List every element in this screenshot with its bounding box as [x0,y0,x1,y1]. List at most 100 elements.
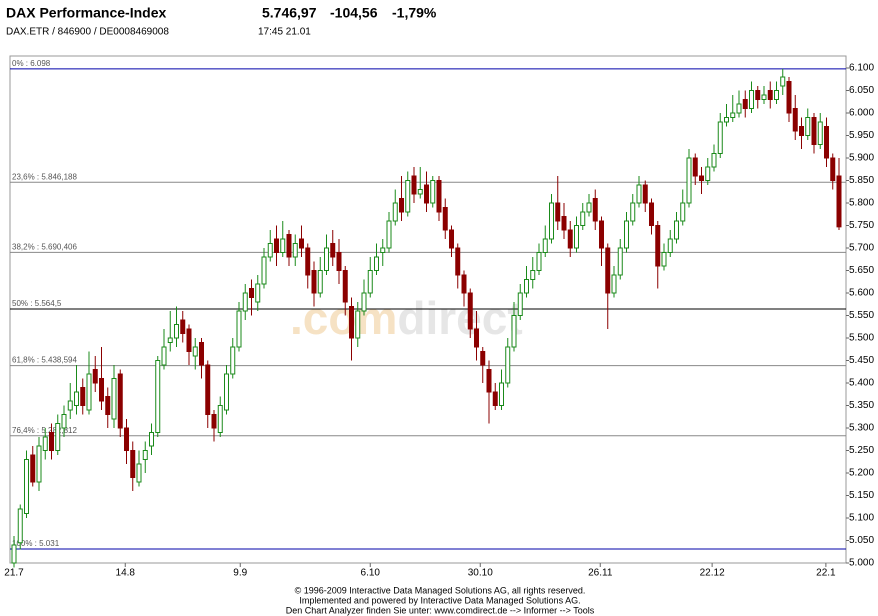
candle-body [742,99,748,109]
candle-body [161,346,167,366]
candle-body [55,423,61,451]
candle-body [611,274,617,294]
x-tick-label: 22.12 [700,568,725,579]
y-tick-label: 5.450 [849,355,874,366]
candle-body [142,450,148,460]
candle-body [736,103,742,114]
candle-body [705,166,711,181]
candle-body [492,391,498,406]
change-percent: -1,79% [392,5,437,21]
candle-body [711,153,717,168]
y-tick-label: 5.000 [849,558,874,569]
candle-body [417,189,423,195]
candle-body [811,117,817,145]
fib-level-label: 23,6% : 5.846,188 [12,172,77,181]
candle-body [74,391,79,406]
subtitle: DAX.ETR / 846900 / DE0008469008 [6,27,169,38]
candle-body [780,76,786,87]
candle-body [511,315,517,348]
candle-body [374,256,379,271]
footer-line: Den Chart Analyzer finden Sie unter: www… [286,605,595,615]
y-tick-label: 5.600 [849,288,874,299]
candle-body [542,238,548,253]
y-tick-label: 5.900 [849,153,874,164]
y-tick-label: 5.500 [849,333,874,344]
candle-body [686,157,692,204]
price: 5.746,97 [262,5,317,21]
candle-body [217,405,223,433]
footer-line: Implemented and powered by Interactive D… [299,595,580,605]
y-tick-label: 5.400 [849,378,874,389]
candle-body [474,328,479,348]
y-tick-label: 5.850 [849,175,874,186]
candle-body [367,270,373,294]
x-tick-label: 9.9 [233,568,247,579]
candle-body [274,238,279,253]
candle-body [86,373,92,411]
candle-body [767,90,773,100]
y-tick-label: 5.550 [849,310,874,321]
candle-body [11,544,17,564]
candle-body [574,225,579,249]
candle-body [730,112,736,118]
candle-body [692,157,698,177]
y-tick-label: 5.950 [849,130,874,141]
candle-body [24,459,29,514]
candle-body [399,198,404,213]
plot-frame [9,55,847,564]
candle-body [149,432,154,447]
candle-body [755,90,761,100]
x-tick-label: 30.10 [468,568,493,579]
candle-body [499,382,504,406]
x-tick-label: 14.8 [116,568,136,579]
candle-body [61,414,67,429]
candle-body [255,283,261,303]
candle-body [817,121,823,145]
candle-body [136,463,142,483]
candle-body [30,454,36,483]
candle-body [380,247,386,253]
x-tick-label: 26.11 [588,568,613,579]
y-tick-label: 5.650 [849,265,874,276]
candle-body [824,126,829,159]
candle-body [330,243,336,258]
candle-body [455,247,461,276]
candle-body [786,81,792,114]
candle-body [561,216,567,231]
candle-body [17,508,23,544]
candle-body [92,369,98,384]
candle-body [761,94,767,100]
candle-body [642,184,648,204]
candle-body [467,292,473,330]
candle-body [449,229,454,249]
candle-body [717,121,723,154]
watermark-part: direct [397,292,522,344]
candle-body [49,432,54,451]
candle-body [649,202,654,226]
candle-body [199,342,204,366]
candle-body [386,220,392,249]
candle-body [749,90,754,109]
change: -104,56 [330,5,378,21]
x-tick-label: 22.1 [816,568,836,579]
candle-body [392,202,398,222]
fib-level-label: 50% : 5.564,5 [12,299,62,308]
candle-body [792,108,798,132]
candle-body [42,436,48,451]
fib-level-label: 0% : 6.098 [12,59,51,68]
candle-body [586,202,592,213]
candle-body [324,247,329,271]
fib-level-label: 100% : 5.031 [12,539,60,548]
candle-body [661,252,667,267]
candle-body [436,180,442,213]
candle-body [211,414,217,429]
candle-body [111,378,117,420]
watermark: .comdirect [290,292,523,344]
candle-body [680,202,686,222]
y-tick-label: 5.350 [849,400,874,411]
y-tick-label: 5.150 [849,490,874,501]
candle-body [599,220,604,249]
candle-body [311,270,317,294]
x-tick-label: 6.10 [361,568,381,579]
